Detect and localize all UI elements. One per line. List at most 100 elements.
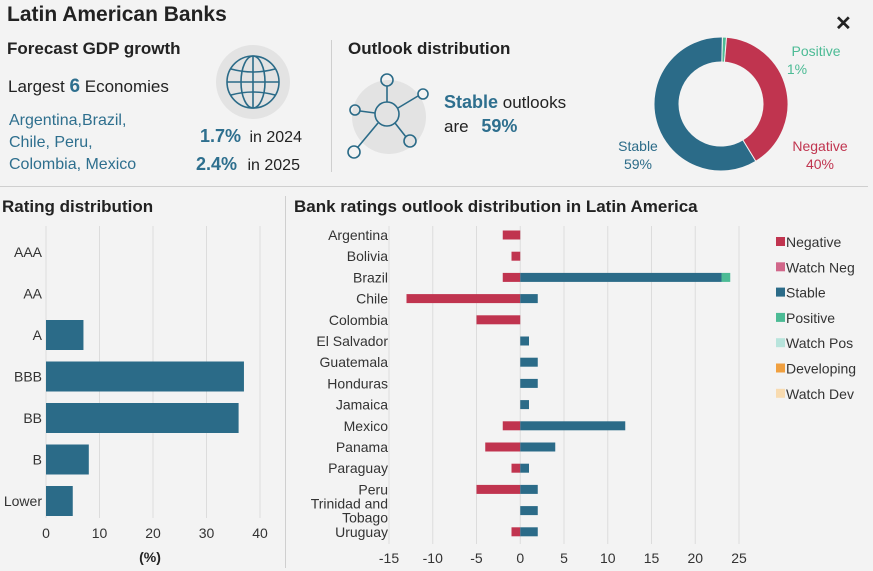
outlook-bar-stable — [520, 357, 538, 367]
outlook-chart-heading: Bank ratings outlook distribution in Lat… — [294, 197, 698, 216]
country-line: Argentina,Brazil, — [9, 112, 127, 129]
stable-percent: 59% — [481, 116, 518, 136]
legend-label: Positive — [786, 310, 835, 326]
outlook-country-label: Colombia — [329, 312, 388, 328]
country-line: Colombia, Mexico — [9, 156, 137, 173]
outlook-x-tick: 20 — [687, 550, 703, 566]
outlook-bar-negative — [476, 484, 521, 494]
legend-swatch-stable — [776, 287, 785, 297]
outlook-country-label: Guatemala — [320, 354, 389, 370]
outlook-bar-stable — [520, 463, 529, 473]
outlook-country-label: Trinidad and — [311, 496, 388, 512]
rating-bar-bb — [46, 403, 239, 433]
legend-swatch-negative — [776, 237, 785, 246]
outlook-x-tick: 25 — [731, 550, 747, 566]
donut-label-negative: Negative — [792, 138, 847, 154]
outlook-bar-negative — [511, 463, 521, 473]
outlook-x-tick: 10 — [600, 550, 616, 566]
rating-bar-a — [46, 320, 84, 350]
legend-swatch-watch-neg — [776, 262, 785, 272]
legend-swatch-watch-pos — [776, 338, 785, 348]
outlook-country-label: Paraguay — [328, 460, 388, 476]
outlook-x-tick: 0 — [516, 550, 524, 566]
outlook-x-tick: -15 — [379, 550, 399, 566]
outlook-bar-negative — [485, 442, 521, 452]
legend-label: Watch Dev — [786, 386, 854, 402]
gdp-2025-value: 2.4% — [196, 154, 238, 174]
outlook-country-label: Uruguay — [335, 524, 388, 540]
donut-pct-stable: 59% — [624, 156, 652, 172]
rating-x-tick: 0 — [42, 525, 50, 541]
country-list: Argentina,Brazil, Chile, Peru, Colombia,… — [9, 110, 136, 176]
divider-vertical-top — [331, 40, 332, 172]
network-icon — [347, 73, 429, 159]
legend-label: Negative — [786, 234, 841, 250]
rating-bar-bbb — [46, 361, 244, 392]
legend-swatch-positive — [776, 312, 785, 322]
rating-heading: Rating distribution — [2, 197, 154, 216]
donut-pct-positive: 1% — [787, 61, 807, 77]
legend-label: Watch Neg — [786, 259, 855, 275]
rating-category-label: BBB — [14, 369, 42, 385]
rating-x-tick: 10 — [92, 525, 108, 541]
outlook-bar-positive — [721, 272, 731, 282]
outlook-x-tick: 15 — [644, 550, 660, 566]
outlook-bar-negative — [406, 294, 521, 304]
rating-bar-lower — [46, 486, 73, 516]
rating-category-label: AAA — [14, 244, 43, 260]
outlook-x-tick: -5 — [470, 550, 483, 566]
outlook-country-label: Honduras — [327, 375, 388, 391]
outlook-country-label: Jamaica — [336, 397, 388, 413]
outlook-heading: Outlook distribution — [348, 39, 511, 58]
outlook-country-chart: -15 -10 -5 0 5 10 15 20 25 Argentina Bolivia Brazil… — [311, 226, 856, 566]
outlook-bar-negative — [511, 527, 521, 537]
are-word: are — [444, 117, 469, 136]
outlook-country-label: Chile — [356, 291, 388, 307]
rating-category-label: Lower — [4, 493, 42, 509]
largest-prefix: Largest — [8, 77, 65, 96]
outlook-bar-negative — [511, 251, 521, 261]
outlook-bar-stable — [520, 421, 626, 431]
outlook-bar-stable — [520, 527, 538, 537]
outlook-bar-negative — [502, 230, 521, 240]
gdp-2024-value: 1.7% — [200, 126, 242, 146]
donut-hole — [679, 62, 763, 146]
stable-outlooks-line1: Stable outlooks — [444, 92, 566, 113]
outlook-bar-stable — [520, 272, 722, 282]
outlook-bar-negative — [502, 272, 521, 282]
country-line: Chile, Peru, — [9, 134, 93, 151]
outlook-country-label: Peru — [358, 481, 388, 497]
divider-horizontal — [0, 186, 868, 187]
outlook-bar-stable — [520, 400, 529, 410]
outlook-bar-negative — [502, 421, 521, 431]
donut-label-positive: Positive — [791, 43, 840, 59]
largest-suffix: Economies — [84, 77, 169, 96]
outlook-country-label: Mexico — [344, 418, 389, 434]
rating-x-tick: 40 — [252, 525, 268, 541]
legend-swatch-developing — [776, 363, 785, 373]
close-icon[interactable]: ✕ — [835, 13, 852, 35]
outlook-bar-stable — [520, 506, 538, 516]
donut-label-stable: Stable — [618, 138, 658, 154]
outlook-bar-negative — [476, 315, 521, 325]
largest-economies: Largest 6 Economies — [8, 76, 169, 98]
donut-pct-negative: 40% — [806, 156, 834, 172]
outlook-bar-stable — [520, 442, 556, 452]
rating-category-label: B — [33, 452, 42, 468]
outlook-donut-chart: Positive 1% Stable 59% Negative 40% — [618, 36, 848, 172]
largest-number: 6 — [69, 76, 81, 97]
stable-outlooks-line2: are 59% — [444, 116, 517, 137]
gdp-2024: 1.7% in 2024 — [200, 126, 302, 147]
gdp-heading: Forecast GDP growth — [7, 39, 181, 58]
outlook-country-label: Tobago — [342, 510, 388, 526]
outlook-country-label: Brazil — [353, 269, 388, 285]
outlook-country-label: El Salvador — [316, 333, 388, 349]
outlook-country-label: Panama — [336, 439, 388, 455]
outlook-x-tick: -10 — [423, 550, 443, 566]
divider-vertical-bottom — [285, 196, 286, 568]
gdp-2025-label: in 2025 — [247, 157, 300, 174]
outlook-bar-stable — [520, 484, 538, 494]
rating-x-tick: 20 — [145, 525, 161, 541]
stable-word: Stable — [444, 92, 499, 112]
